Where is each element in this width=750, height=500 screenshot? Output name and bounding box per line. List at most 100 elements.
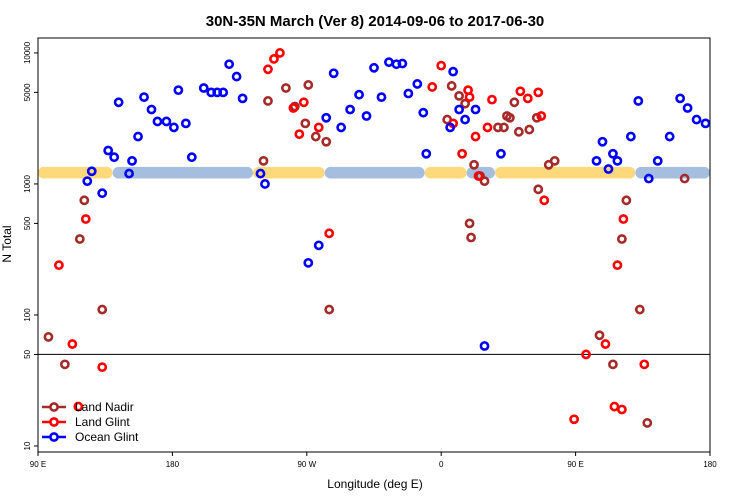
point-ocean-glint xyxy=(418,107,429,118)
point-ocean-glint xyxy=(345,104,356,115)
point-ocean-glint xyxy=(369,62,379,73)
point-land-glint xyxy=(533,87,544,98)
point-land-glint xyxy=(539,195,550,206)
point-land-glint xyxy=(470,131,481,142)
point-land-glint xyxy=(54,260,64,271)
point-land-glint xyxy=(600,339,611,349)
legend-label: Ocean Glint xyxy=(75,430,139,444)
point-ocean-glint xyxy=(664,131,675,142)
point-land-glint xyxy=(536,111,547,121)
point-ocean-glint xyxy=(124,168,134,179)
axes: 90 E 180 90 W 0 90 E 180 10 50 100 500 1000 5000 100… xyxy=(23,37,717,469)
point-ocean-glint xyxy=(231,71,242,82)
point-ocean-glint xyxy=(168,122,179,133)
point-land-nadir xyxy=(642,418,653,428)
point-land-nadir xyxy=(310,131,321,142)
point-ocean-glint xyxy=(603,164,614,174)
point-ocean-glint xyxy=(448,66,459,77)
point-land-glint xyxy=(464,92,475,103)
point-land-glint xyxy=(298,97,309,108)
point-land-nadir xyxy=(533,184,544,195)
point-land-glint xyxy=(80,214,91,224)
point-land-nadir xyxy=(258,155,269,166)
point-land-glint xyxy=(269,54,279,64)
point-ocean-glint xyxy=(82,176,93,187)
point-land-nadir xyxy=(679,173,690,184)
point-land-nadir xyxy=(280,83,291,93)
point-ocean-glint xyxy=(712,118,719,125)
point-ocean-glint xyxy=(612,155,623,166)
point-land-glint xyxy=(473,171,484,181)
point-ocean-glint xyxy=(152,116,163,127)
x-tick-label: 90 W xyxy=(297,460,316,469)
point-land-nadir xyxy=(509,97,520,108)
point-land-glint xyxy=(67,339,78,349)
point-ocean-glint xyxy=(460,114,470,125)
legend-label: Land Glint xyxy=(75,415,130,429)
y-tick-label: 500 xyxy=(23,216,32,230)
point-ocean-glint xyxy=(127,155,137,166)
point-ocean-glint xyxy=(412,79,423,89)
point-ocean-glint xyxy=(180,118,191,129)
y-tick-label: 5000 xyxy=(23,83,32,101)
point-land-nadir xyxy=(324,304,335,315)
point-land-nadir xyxy=(616,234,627,244)
surface-band xyxy=(38,166,710,179)
point-ocean-glint xyxy=(479,341,490,351)
point-land-nadir xyxy=(524,124,535,135)
point-land-glint xyxy=(618,214,629,224)
legend-marker xyxy=(49,402,59,412)
point-land-nadir xyxy=(504,112,515,123)
data-points xyxy=(43,48,719,428)
point-ocean-glint xyxy=(403,88,414,99)
point-land-glint xyxy=(612,260,623,271)
legend-marker xyxy=(49,417,59,427)
point-land-glint xyxy=(515,86,526,97)
point-land-glint xyxy=(294,129,305,140)
point-ocean-glint xyxy=(675,93,686,104)
point-land-glint xyxy=(436,60,447,71)
y-tick-label: 1000 xyxy=(23,175,32,193)
point-ocean-glint xyxy=(146,104,157,115)
point-ocean-glint xyxy=(608,148,618,159)
point-land-nadir xyxy=(321,136,332,147)
point-ocean-glint xyxy=(597,136,608,147)
point-ocean-glint xyxy=(625,131,636,142)
band-segment-land xyxy=(494,166,636,179)
point-land-nadir xyxy=(464,218,475,229)
band-segment-ocean xyxy=(324,166,425,179)
point-land-nadir xyxy=(499,122,509,133)
point-ocean-glint xyxy=(700,118,710,129)
point-ocean-glint xyxy=(361,111,372,121)
point-land-glint xyxy=(639,359,650,370)
point-ocean-glint xyxy=(86,166,97,177)
y-tick-label: 50 xyxy=(23,349,32,358)
point-ocean-glint xyxy=(454,104,465,115)
y-tick-label: 10 xyxy=(23,441,32,450)
point-ocean-glint xyxy=(321,112,332,123)
point-land-nadir xyxy=(74,234,85,244)
point-land-nadir xyxy=(446,81,457,91)
point-ocean-glint xyxy=(218,87,229,98)
point-ocean-glint xyxy=(643,173,654,184)
point-ocean-glint xyxy=(397,58,408,69)
point-ocean-glint xyxy=(173,85,184,96)
point-ocean-glint xyxy=(224,59,235,70)
plot-frame xyxy=(37,37,711,453)
point-ocean-glint xyxy=(376,92,387,103)
point-land-nadir xyxy=(469,159,479,170)
point-ocean-glint xyxy=(652,155,663,166)
point-land-glint xyxy=(324,228,335,239)
point-land-glint xyxy=(609,401,620,412)
point-land-nadir xyxy=(59,359,70,370)
band-segment-ocean xyxy=(635,166,710,179)
y-tick-label: 10000 xyxy=(23,41,32,64)
point-land-glint xyxy=(275,48,285,58)
point-ocean-glint xyxy=(470,104,481,115)
point-land-nadir xyxy=(303,80,314,90)
point-ocean-glint xyxy=(109,152,120,163)
x-tick-label: 180 xyxy=(703,460,717,469)
band-segment-land xyxy=(424,166,467,179)
